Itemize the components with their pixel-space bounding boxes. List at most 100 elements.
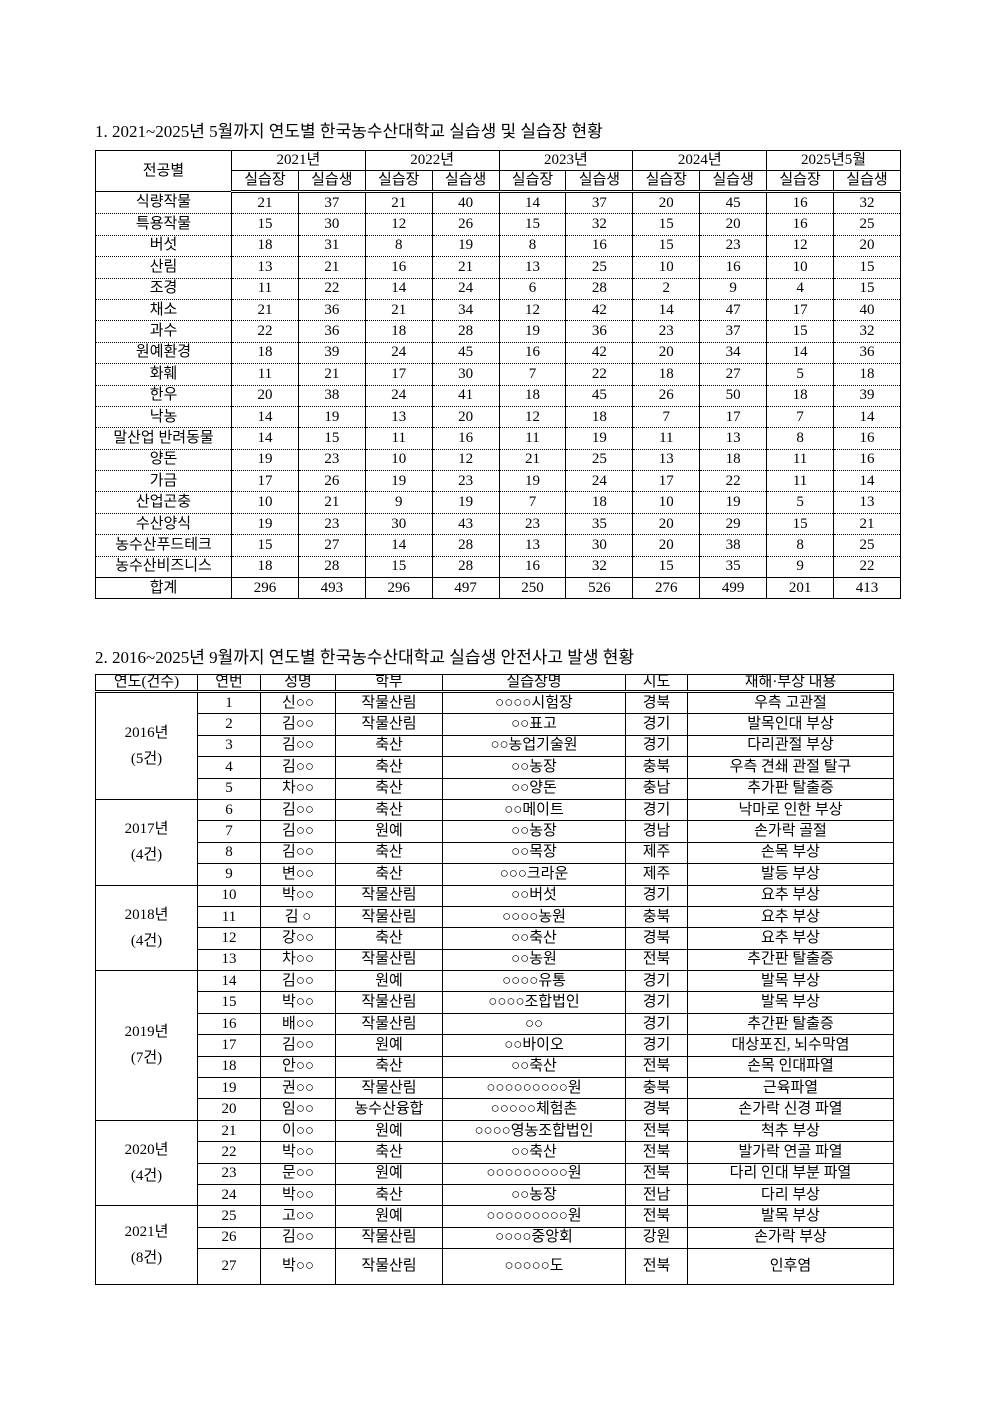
department: 원예 bbox=[335, 1119, 443, 1143]
value-cell: 23 bbox=[297, 513, 366, 536]
value-cell: 21 bbox=[297, 491, 366, 514]
value-cell: 11 bbox=[766, 449, 835, 472]
table-row: 12 강○○ 축산 ○○축산 경북 요추 부상 bbox=[96, 927, 894, 950]
value-cell: 21 bbox=[498, 449, 567, 472]
major-name: 과수 bbox=[95, 320, 232, 343]
major-name: 가금 bbox=[95, 470, 232, 493]
total-cell: 296 bbox=[231, 577, 299, 600]
value-cell: 18 bbox=[699, 449, 768, 472]
injury-description: 낙마로 인한 부상 bbox=[687, 798, 894, 822]
person-name: 박○○ bbox=[260, 1141, 336, 1164]
person-name: 문○○ bbox=[260, 1162, 336, 1185]
value-cell: 17 bbox=[699, 406, 768, 429]
value-cell: 21 bbox=[833, 513, 901, 536]
value-cell: 15 bbox=[231, 213, 299, 236]
value-cell: 13 bbox=[231, 256, 299, 279]
value-cell: 26 bbox=[297, 470, 366, 493]
value-cell: 11 bbox=[231, 363, 299, 386]
department: 원예 bbox=[335, 970, 443, 993]
total-cell: 276 bbox=[632, 577, 701, 600]
serial-number: 3 bbox=[197, 734, 261, 758]
value-cell: 8 bbox=[498, 235, 567, 258]
site-name: ○○○○유통 bbox=[442, 970, 626, 993]
table-row: 5 차○○ 축산 ○○양돈 충남 추가판 탈출증 bbox=[96, 777, 894, 800]
serial-number: 18 bbox=[197, 1055, 261, 1079]
value-cell: 36 bbox=[297, 320, 366, 343]
value-cell: 19 bbox=[297, 406, 366, 429]
person-name: 박○○ bbox=[260, 1248, 336, 1286]
value-cell: 32 bbox=[565, 213, 634, 236]
value-cell: 11 bbox=[498, 427, 567, 450]
person-name: 김○○ bbox=[260, 1034, 336, 1057]
serial-number: 6 bbox=[197, 798, 261, 822]
province: 경남 bbox=[625, 820, 688, 843]
table-row: 2021년 (8건) 25 고○○ 원예 ○○○○○○○○○원 전북 발목 부상 bbox=[95, 1205, 894, 1286]
province: 전북 bbox=[625, 1119, 688, 1143]
department: 원예 bbox=[335, 1034, 443, 1057]
serial-number: 19 bbox=[197, 1077, 261, 1100]
person-name: 고○○ bbox=[260, 1205, 336, 1228]
table-row: 농수산비즈니스 18 28 15 28 16 32 15 35 9 22 bbox=[95, 556, 901, 579]
serial-number: 22 bbox=[197, 1141, 261, 1164]
value-cell: 37 bbox=[297, 191, 366, 215]
table-row: 조경 11 22 14 24 6 28 2 9 4 15 bbox=[95, 278, 901, 300]
department: 작물산림 bbox=[335, 905, 443, 929]
value-cell: 21 bbox=[364, 299, 433, 322]
table-row: 15 박○○ 작물산림 ○○○○조합법인 경기 발목 부상 bbox=[96, 991, 894, 1014]
table-row: 3 김○○ 축산 ○○농업기술원 경기 다리관절 부상 bbox=[96, 734, 894, 758]
value-cell: 18 bbox=[565, 491, 634, 514]
serial-number: 5 bbox=[197, 777, 261, 800]
value-cell: 18 bbox=[231, 556, 299, 579]
person-name: 박○○ bbox=[260, 991, 336, 1014]
value-cell: 15 bbox=[498, 213, 567, 236]
site-name: ○○표고 bbox=[442, 713, 626, 736]
column-header: 재해·부상 내용 bbox=[687, 674, 894, 693]
value-cell: 45 bbox=[699, 191, 768, 215]
serial-number: 21 bbox=[197, 1119, 261, 1143]
value-cell: 34 bbox=[431, 299, 500, 322]
value-cell: 24 bbox=[364, 385, 433, 407]
value-cell: 20 bbox=[632, 342, 701, 365]
value-cell: 15 bbox=[632, 235, 701, 258]
table-row: 2019년 (7건) 14 김○○ 원예 ○○○○유통 경기 발목 부상 bbox=[95, 970, 894, 1121]
value-cell: 19 bbox=[231, 513, 299, 536]
department: 축산 bbox=[335, 1055, 443, 1079]
department: 원예 bbox=[335, 1205, 443, 1228]
department: 축산 bbox=[335, 863, 443, 886]
table-row: 24 박○○ 축산 ○○농장 전남 다리 부상 bbox=[96, 1183, 894, 1207]
table-row: 2 김○○ 작물산림 ○○표고 경기 발목인대 부상 bbox=[96, 713, 894, 736]
value-cell: 13 bbox=[498, 534, 567, 557]
province: 경기 bbox=[625, 713, 688, 736]
table-row: 원예환경 18 39 24 45 16 42 20 34 14 36 bbox=[95, 342, 901, 365]
section1-title: 1. 2021~2025년 5월까지 연도별 한국농수산대학교 실습생 및 실습… bbox=[95, 122, 603, 141]
value-cell: 2 bbox=[632, 278, 701, 300]
value-cell: 15 bbox=[833, 256, 901, 279]
value-cell: 45 bbox=[431, 342, 500, 365]
major-name: 낙농 bbox=[95, 406, 232, 429]
serial-number: 13 bbox=[197, 948, 261, 972]
total-label: 합계 bbox=[95, 577, 232, 600]
total-cell: 413 bbox=[833, 577, 901, 600]
injury-description: 발등 부상 bbox=[687, 863, 894, 886]
department: 원예 bbox=[335, 820, 443, 843]
injury-description: 다리 부상 bbox=[687, 1183, 894, 1207]
value-cell: 13 bbox=[833, 491, 901, 514]
value-cell: 14 bbox=[231, 406, 299, 429]
department: 작물산림 bbox=[335, 948, 443, 972]
province: 제주 bbox=[625, 841, 688, 865]
sub-header-students: 실습생 bbox=[699, 170, 768, 193]
sub-header-students: 실습생 bbox=[833, 170, 901, 193]
value-cell: 24 bbox=[565, 470, 634, 493]
value-cell: 21 bbox=[231, 191, 299, 215]
injury-description: 발목 부상 bbox=[687, 1205, 894, 1228]
major-name: 수산양식 bbox=[95, 513, 232, 536]
province: 경기 bbox=[625, 884, 688, 907]
total-cell: 499 bbox=[699, 577, 768, 600]
person-name: 변○○ bbox=[260, 863, 336, 886]
value-cell: 9 bbox=[766, 556, 835, 579]
value-cell: 18 bbox=[766, 385, 835, 407]
person-name: 차○○ bbox=[260, 777, 336, 800]
value-cell: 30 bbox=[565, 534, 634, 557]
person-name: 박○○ bbox=[260, 1183, 336, 1207]
table-row: 26 김○○ 작물산림 ○○○○중앙회 강원 손가락 부상 bbox=[96, 1226, 894, 1250]
